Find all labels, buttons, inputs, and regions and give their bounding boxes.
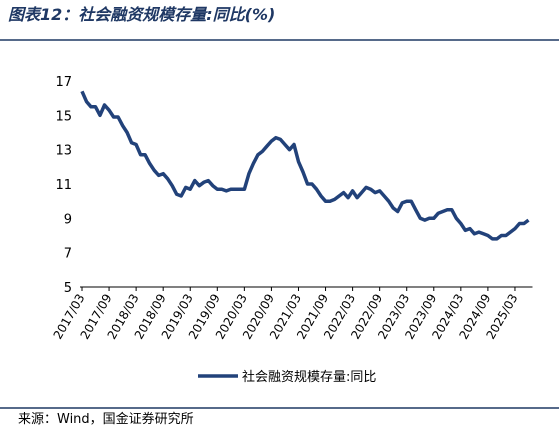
y-tick-label: 9 (64, 212, 72, 227)
y-tick-label: 15 (55, 109, 72, 124)
legend-label: 社会融资规模存量:同比 (242, 369, 376, 385)
y-tick-label: 5 (64, 281, 72, 296)
y-tick-label: 17 (55, 75, 72, 90)
source-note: 来源：Wind，国金证券研究所 (18, 411, 194, 427)
y-tick-label: 13 (55, 144, 72, 159)
y-tick-label: 7 (64, 247, 72, 262)
data-line (80, 90, 530, 241)
y-tick-label: 11 (55, 178, 72, 193)
chart-title: 图表12：社会融资规模存量:同比(%) (8, 5, 275, 24)
